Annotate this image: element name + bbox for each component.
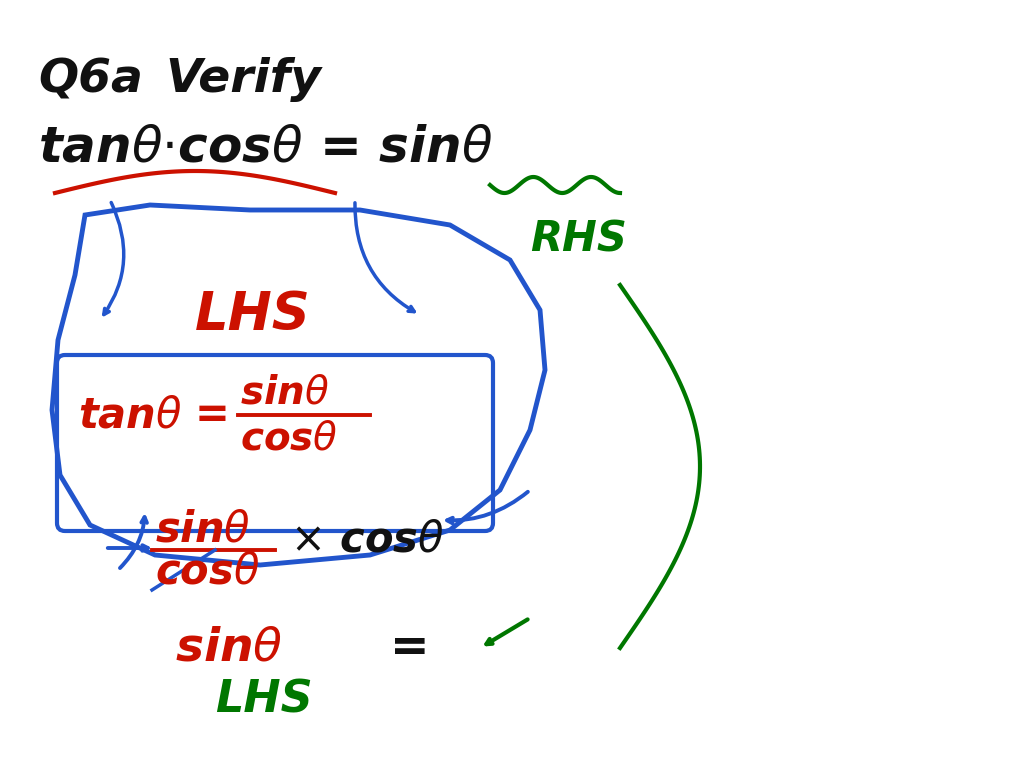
Text: =: = — [195, 394, 229, 436]
Text: Q6a: Q6a — [38, 58, 143, 102]
Text: sin$\theta$: sin$\theta$ — [155, 509, 250, 551]
Text: LHS: LHS — [195, 289, 310, 341]
Text: tan$\theta$: tan$\theta$ — [78, 394, 182, 436]
Text: sin$\theta$: sin$\theta$ — [175, 625, 283, 670]
Text: cos$\theta$: cos$\theta$ — [240, 419, 338, 457]
Text: sin$\theta$: sin$\theta$ — [240, 374, 329, 412]
Text: =: = — [390, 625, 430, 670]
Text: $\times$ cos$\theta$: $\times$ cos$\theta$ — [290, 519, 444, 561]
Text: Verify: Verify — [165, 58, 321, 102]
Text: RHS: RHS — [530, 219, 627, 261]
Text: LHS: LHS — [215, 678, 312, 721]
Text: cos$\theta$: cos$\theta$ — [155, 551, 260, 593]
Text: tan$\theta$$\cdot$cos$\theta$ = sin$\theta$: tan$\theta$$\cdot$cos$\theta$ = sin$\the… — [38, 124, 493, 172]
